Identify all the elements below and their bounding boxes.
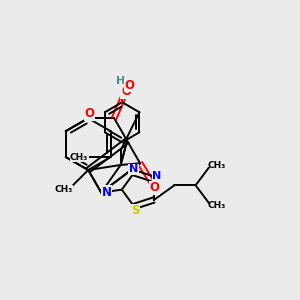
Text: CH₃: CH₃	[208, 201, 226, 210]
Text: CH₃: CH₃	[70, 153, 88, 162]
Text: O: O	[85, 107, 95, 120]
Text: O: O	[121, 85, 131, 98]
Text: N: N	[101, 186, 112, 199]
Text: CH₃: CH₃	[55, 185, 73, 194]
Text: H: H	[116, 76, 125, 86]
Text: N: N	[129, 164, 138, 174]
Text: CH₃: CH₃	[208, 161, 226, 170]
Text: O: O	[149, 181, 159, 194]
Text: S: S	[131, 204, 140, 217]
Text: N: N	[152, 171, 161, 181]
Text: O: O	[124, 79, 134, 92]
